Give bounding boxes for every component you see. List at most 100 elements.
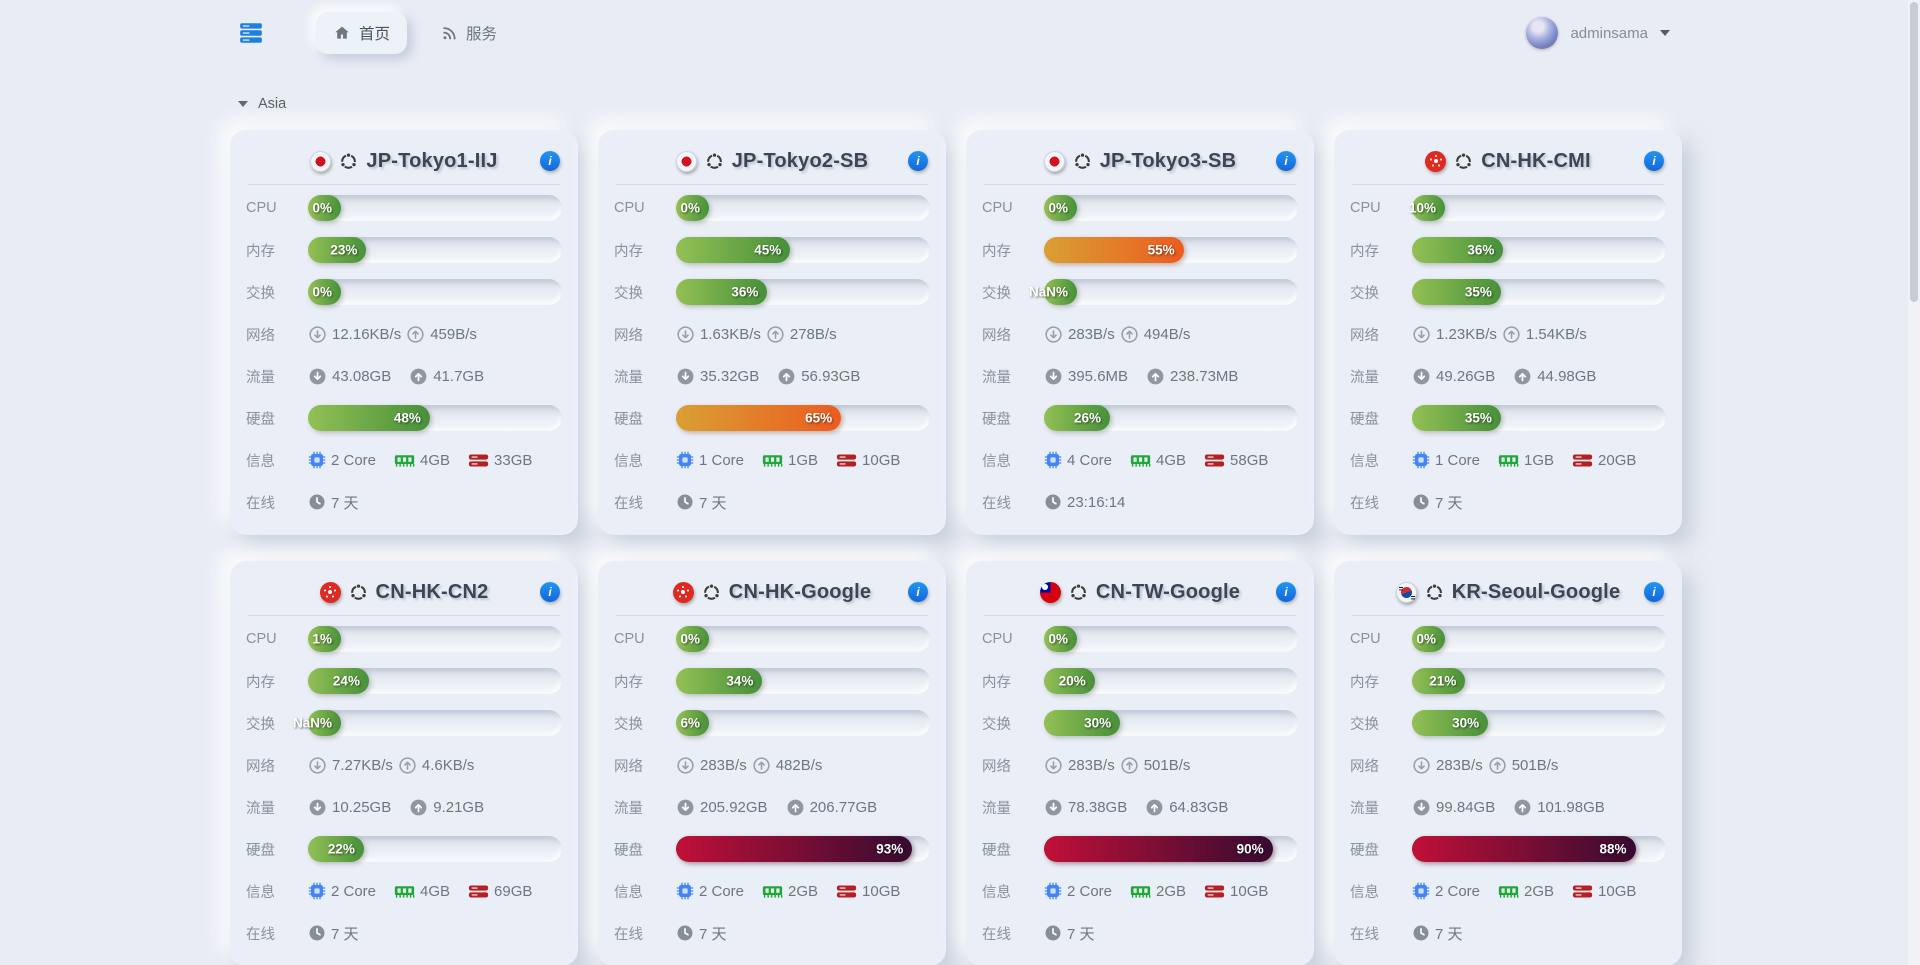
username: adminsama — [1570, 24, 1648, 42]
card-header: CN-HK-CN2 i — [246, 569, 562, 615]
info-label: 信息 — [246, 884, 275, 901]
bar-label: 22% — [327, 841, 355, 857]
info-icon[interactable]: i — [540, 582, 560, 602]
ram-icon — [394, 454, 415, 467]
net-down-value: 283B/s — [700, 756, 747, 774]
info-label: 信息 — [1350, 453, 1379, 470]
network-row: 网络 283B/s 494B/s — [982, 313, 1298, 355]
network-label: 网络 — [982, 327, 1011, 344]
cpu-row: CPU 0% — [982, 187, 1298, 229]
section-asia-toggle[interactable]: Asia — [238, 96, 1920, 112]
online-value: 7 天 — [331, 494, 359, 512]
memory-row: 内存 21% — [1350, 660, 1666, 702]
bar-label: 26% — [1074, 410, 1102, 426]
memory-label: 内存 — [982, 674, 1011, 691]
swap-label: 交换 — [982, 716, 1011, 733]
traffic-up-value: 41.7GB — [433, 367, 485, 385]
card-header: JP-Tokyo3-SB i — [982, 138, 1298, 184]
cpu-bar: 0% — [676, 195, 930, 221]
ram-icon — [762, 885, 783, 898]
net-down-value: 283B/s — [1436, 756, 1483, 774]
info-icon[interactable]: i — [1276, 582, 1296, 602]
network-label: 网络 — [982, 758, 1011, 775]
traffic-down-value: 35.32GB — [700, 367, 760, 385]
info-icon[interactable]: i — [908, 151, 928, 171]
info-ram-value: 4GB — [420, 451, 451, 469]
info-cores-value: 4 Core — [1067, 451, 1113, 469]
rss-icon — [443, 27, 456, 40]
memory-row: 内存 24% — [246, 660, 562, 702]
download-solid-icon — [309, 799, 326, 815]
memory-bar: 21% — [1412, 668, 1666, 694]
divider — [1352, 184, 1664, 185]
upload-circle-icon — [753, 756, 770, 774]
online-label: 在线 — [982, 495, 1011, 512]
cpu-bar: 0% — [308, 195, 562, 221]
tab-home[interactable]: 首页 — [316, 12, 408, 54]
hdd-icon — [836, 885, 857, 897]
nav-tabs: 首页 服务 — [316, 12, 514, 54]
ubuntu-os-icon — [1426, 584, 1442, 600]
server-card: CN-TW-Google i CPU 0% 内存 20% 交换 30% 网络 — [966, 561, 1314, 965]
bar-label: 0% — [1048, 631, 1069, 647]
server-name: JP-Tokyo3-SB — [1099, 149, 1237, 172]
server-stack-icon[interactable] — [238, 20, 264, 46]
bar-label: NaN% — [293, 715, 333, 731]
network-label: 网络 — [1350, 758, 1379, 775]
online-row: 在线 7 天 — [246, 912, 562, 954]
cpu-bar: 0% — [1044, 626, 1298, 652]
tab-services[interactable]: 服务 — [423, 12, 514, 54]
info-label: 信息 — [982, 453, 1011, 470]
info-icon[interactable]: i — [1644, 582, 1664, 602]
swap-label: 交换 — [614, 716, 643, 733]
online-value: 7 天 — [699, 494, 727, 512]
online-row: 在线 7 天 — [1350, 912, 1666, 954]
upload-circle-icon — [1121, 756, 1138, 774]
server-card: JP-Tokyo1-IIJ i CPU 0% 内存 23% 交换 0% 网络 — [230, 130, 578, 535]
traffic-up-value: 238.73MB — [1170, 367, 1239, 385]
country-flag-icon — [1425, 150, 1447, 172]
info-label: 信息 — [982, 884, 1011, 901]
bar-label: 0% — [1416, 631, 1437, 647]
divider — [1352, 615, 1664, 616]
info-icon[interactable]: i — [540, 151, 560, 171]
ram-icon — [1498, 454, 1519, 467]
upload-solid-icon — [1146, 799, 1163, 815]
upload-circle-icon — [1489, 756, 1506, 774]
bar-label: 48% — [393, 410, 421, 426]
memory-bar: 24% — [308, 668, 562, 694]
net-up-value: 4.6KB/s — [421, 756, 475, 774]
cpu-bar: 10% — [1409, 195, 1666, 221]
download-circle-icon — [309, 325, 326, 343]
divider — [248, 184, 560, 185]
disk-row: 硬盘 93% — [614, 828, 930, 870]
traffic-row: 流量 99.84GB 101.98GB — [1350, 786, 1666, 828]
traffic-label: 流量 — [982, 800, 1011, 817]
traffic-up-value: 44.98GB — [1537, 367, 1597, 385]
scrollbar-thumb[interactable] — [1910, 2, 1918, 302]
memory-label: 内存 — [1350, 674, 1379, 691]
net-up-value: 459B/s — [430, 325, 477, 343]
disk-bar: 26% — [1044, 405, 1298, 431]
download-solid-icon — [1045, 368, 1062, 384]
memory-bar: 20% — [1044, 668, 1298, 694]
traffic-row: 流量 43.08GB 41.7GB — [246, 355, 562, 397]
swap-bar: 36% — [676, 279, 930, 305]
cpu-label: CPU — [614, 631, 645, 647]
upload-solid-icon — [410, 799, 427, 815]
info-icon[interactable]: i — [1644, 151, 1664, 171]
info-icon[interactable]: i — [908, 582, 928, 602]
info-icon[interactable]: i — [1276, 151, 1296, 171]
cpu-label: CPU — [982, 200, 1013, 216]
country-flag-icon — [319, 581, 341, 603]
server-card: KR-Seoul-Google i CPU 0% 内存 21% 交换 30% 网… — [1334, 561, 1682, 965]
bar-label: 55% — [1147, 242, 1175, 258]
cpu-chip-icon — [1044, 882, 1062, 900]
cpu-chip-icon — [676, 882, 694, 900]
traffic-row: 流量 35.32GB 56.93GB — [614, 355, 930, 397]
divider — [616, 184, 928, 185]
ubuntu-os-icon — [1456, 153, 1472, 169]
swap-row: 交换 30% — [1350, 702, 1666, 744]
clock-icon — [677, 494, 693, 510]
user-menu[interactable]: adminsama — [1526, 0, 1670, 66]
